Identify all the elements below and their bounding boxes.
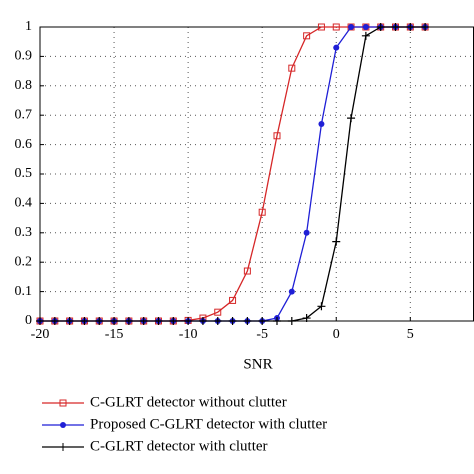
x-tick-label: 0 [333, 327, 340, 342]
point [288, 288, 295, 295]
legend-label: C-GLRT detector without clutter [90, 394, 287, 410]
x-tick-label: -10 [179, 327, 198, 342]
series-line [40, 26, 426, 322]
y-tick-label: 0.7 [15, 107, 33, 122]
point [303, 229, 310, 236]
point [302, 314, 311, 323]
point [332, 23, 340, 31]
x-tick-label: 5 [407, 327, 414, 342]
y-tick-label: 0.2 [15, 254, 33, 269]
y-tick-label: 0.9 [15, 49, 33, 64]
point [65, 317, 74, 325]
point [317, 23, 325, 31]
y-tick-label: 0.1 [15, 284, 33, 299]
point [214, 308, 222, 316]
point [80, 317, 89, 325]
point [347, 114, 356, 123]
point [36, 317, 44, 325]
point [361, 31, 370, 40]
point [198, 317, 207, 325]
x-axis-label: SNR [243, 356, 272, 372]
point [95, 317, 104, 325]
y-tick-label: 0.4 [15, 196, 33, 211]
point [243, 317, 252, 325]
y-tick-label: 0.8 [15, 78, 33, 93]
point [318, 121, 325, 128]
point [50, 317, 59, 325]
point [154, 317, 163, 325]
x-tick-label: -20 [31, 327, 50, 342]
y-tick-label: 0.6 [15, 137, 33, 152]
legend-label: Proposed C-GLRT detector with clutter [90, 416, 327, 432]
point [258, 317, 267, 325]
point [258, 208, 266, 216]
point [273, 132, 281, 140]
point [333, 44, 340, 51]
y-tick-label: 0.3 [15, 225, 33, 240]
x-tick-label: -5 [256, 327, 268, 342]
point [287, 317, 296, 325]
point [362, 24, 369, 30]
x-tick-label: -15 [105, 327, 124, 342]
y-tick-label: 1 [25, 19, 32, 34]
legend-marker [59, 443, 67, 451]
point [391, 23, 400, 31]
point [243, 267, 251, 275]
point [272, 317, 281, 325]
point [376, 23, 385, 31]
series-line [40, 26, 426, 322]
point [303, 32, 311, 40]
point [229, 296, 237, 304]
point [317, 302, 326, 311]
y-tick-label: 0.5 [15, 166, 33, 181]
series-line [40, 26, 426, 322]
point [184, 317, 193, 325]
point [110, 317, 119, 325]
point [348, 24, 355, 30]
point [169, 317, 178, 325]
legend-label: C-GLRT detector with clutter [90, 438, 268, 454]
point [288, 64, 296, 72]
legend-marker [60, 422, 66, 428]
point [406, 23, 415, 31]
point [139, 317, 148, 325]
point [332, 237, 341, 246]
point [124, 317, 133, 325]
point [228, 317, 237, 325]
legend-marker [59, 399, 67, 407]
point [421, 23, 430, 31]
y-tick-label: 0 [25, 313, 32, 328]
point [213, 317, 222, 325]
